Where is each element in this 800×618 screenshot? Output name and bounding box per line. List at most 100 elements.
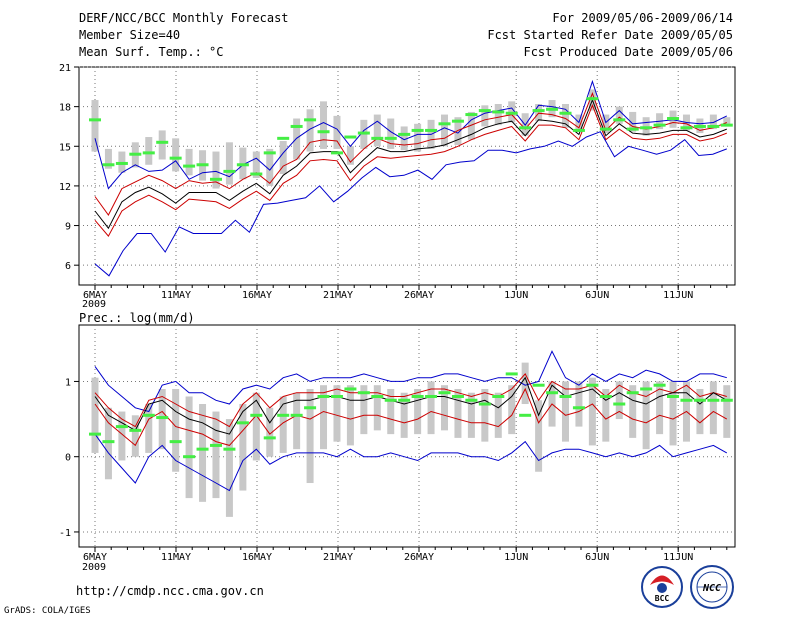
prec-observed-mark bbox=[250, 413, 263, 417]
fcst-produced-date: Fcst Produced Date 2009/05/06 bbox=[523, 45, 733, 59]
prec-observed-mark bbox=[236, 421, 249, 425]
prec-observed-mark bbox=[223, 447, 236, 451]
prec-observed-mark bbox=[559, 394, 572, 398]
precipitation-grid bbox=[79, 325, 735, 547]
temp-x-tick-label: 21MAY bbox=[323, 290, 353, 301]
prec-x-tick-label: 11JUN bbox=[663, 552, 693, 563]
temp-observed-mark bbox=[183, 164, 196, 168]
temp-x-tick-label: 11MAY bbox=[161, 290, 191, 301]
temp-member-bar bbox=[172, 138, 180, 172]
temp-observed-mark bbox=[492, 110, 505, 114]
precipitation-observed-marks bbox=[89, 372, 733, 459]
prec-member-bar bbox=[91, 377, 99, 453]
temp-observed-mark bbox=[465, 113, 478, 117]
temp-member-bar bbox=[709, 114, 717, 130]
precipitation-year-label: 2009 bbox=[82, 562, 106, 573]
prec-observed-mark bbox=[263, 436, 276, 440]
prec-member-bar bbox=[199, 404, 207, 502]
temperature-plot-frame bbox=[78, 66, 736, 286]
temp-member-bar bbox=[104, 148, 112, 169]
temp-y-tick-label: 21 bbox=[59, 63, 71, 74]
temp-member-bar bbox=[454, 117, 462, 145]
prec-member-bar bbox=[615, 381, 623, 420]
prec-observed-mark bbox=[451, 394, 464, 398]
prec-x-tick-label: 6MAY bbox=[83, 552, 107, 563]
temp-y-tick-label: 15 bbox=[59, 142, 71, 153]
prec-observed-mark bbox=[720, 398, 733, 402]
prec-observed-mark bbox=[290, 413, 303, 417]
prec-observed-mark bbox=[169, 440, 182, 444]
temp-observed-mark bbox=[519, 126, 532, 130]
temp-x-tick-label: 26MAY bbox=[404, 290, 434, 301]
temp-member-bar bbox=[561, 103, 569, 128]
prec-x-tick-label: 16MAY bbox=[242, 552, 272, 563]
prec-series-lower bbox=[94, 387, 728, 447]
temp-observed-mark bbox=[209, 177, 222, 181]
temp-member-bar bbox=[185, 148, 193, 176]
prec-member-bar bbox=[588, 377, 596, 446]
prec-observed-mark bbox=[384, 398, 397, 402]
prec-member-bar bbox=[642, 381, 650, 450]
temp-observed-mark bbox=[330, 151, 343, 155]
figure-title: DERF/NCC/BCC Monthly Forecast bbox=[79, 11, 289, 25]
temp-observed-mark bbox=[129, 152, 142, 156]
bcc-logo-core bbox=[657, 583, 667, 593]
temp-member-bar bbox=[212, 151, 220, 189]
prec-member-bar bbox=[212, 411, 220, 499]
temp-observed-mark bbox=[357, 131, 370, 135]
prec-observed-mark bbox=[613, 402, 626, 406]
prec-observed-mark bbox=[102, 440, 115, 444]
temp-observed-mark bbox=[304, 118, 317, 122]
temp-x-tick-label: 11JUN bbox=[663, 290, 693, 301]
temp-member-bar bbox=[481, 105, 489, 127]
temp-series-lower bbox=[94, 103, 727, 237]
temp-observed-mark bbox=[169, 156, 182, 160]
prec-member-bar bbox=[239, 404, 247, 491]
temp-observed-mark bbox=[680, 126, 693, 130]
temp-member-bar bbox=[225, 142, 233, 185]
temp-observed-mark bbox=[196, 163, 209, 167]
temp-observed-mark bbox=[344, 135, 357, 139]
prec-observed-mark bbox=[546, 391, 559, 395]
temp-y-tick-label: 6 bbox=[65, 261, 71, 272]
temp-member-bar bbox=[145, 137, 153, 165]
prec-member-bar bbox=[387, 388, 395, 435]
prec-member-bar bbox=[145, 404, 153, 453]
temp-member-bar bbox=[723, 117, 731, 126]
ncc-logo-text: NCC bbox=[702, 583, 721, 594]
prec-member-bar bbox=[709, 381, 717, 435]
temp-observed-mark bbox=[317, 130, 330, 134]
prec-member-bar bbox=[320, 385, 328, 450]
prec-member-bar bbox=[427, 381, 435, 435]
prec-member-bar bbox=[172, 388, 180, 472]
grads-credit: GrADS: COLA/IGES bbox=[4, 606, 91, 616]
temp-observed-mark bbox=[250, 172, 263, 176]
temp-observed-mark bbox=[115, 161, 128, 165]
temp-member-bar bbox=[279, 140, 287, 175]
precip-variable-label: Prec.: log(mm/d) bbox=[79, 311, 195, 325]
prec-member-bar bbox=[467, 392, 475, 438]
prec-member-bar bbox=[535, 400, 543, 472]
temp-series-max bbox=[94, 79, 728, 190]
temp-member-bar bbox=[467, 111, 475, 140]
temperature-y-ticks: 6 9 12 15 18 21 bbox=[59, 63, 79, 272]
temp-observed-mark bbox=[505, 111, 518, 115]
prec-member-bar bbox=[306, 388, 314, 484]
temp-observed-mark bbox=[599, 127, 612, 131]
prec-member-bar bbox=[293, 392, 301, 450]
prec-member-bar bbox=[481, 388, 489, 442]
temp-x-tick-label: 16MAY bbox=[242, 290, 272, 301]
temp-member-bar bbox=[252, 151, 260, 178]
precipitation-y-ticks: -1 0 1 bbox=[59, 377, 79, 539]
forecast-period: For 2009/05/06-2009/06/14 bbox=[552, 11, 733, 25]
temp-member-bar bbox=[373, 114, 381, 147]
temp-y-tick-label: 18 bbox=[59, 103, 71, 114]
prec-observed-mark bbox=[371, 394, 384, 398]
temp-series-mean bbox=[94, 98, 727, 230]
temp-observed-mark bbox=[532, 109, 545, 113]
prec-series-mean bbox=[94, 376, 728, 435]
source-url: http://cmdp.ncc.cma.gov.cn bbox=[76, 584, 264, 598]
prec-member-bar bbox=[158, 388, 166, 450]
prec-observed-mark bbox=[626, 391, 639, 395]
